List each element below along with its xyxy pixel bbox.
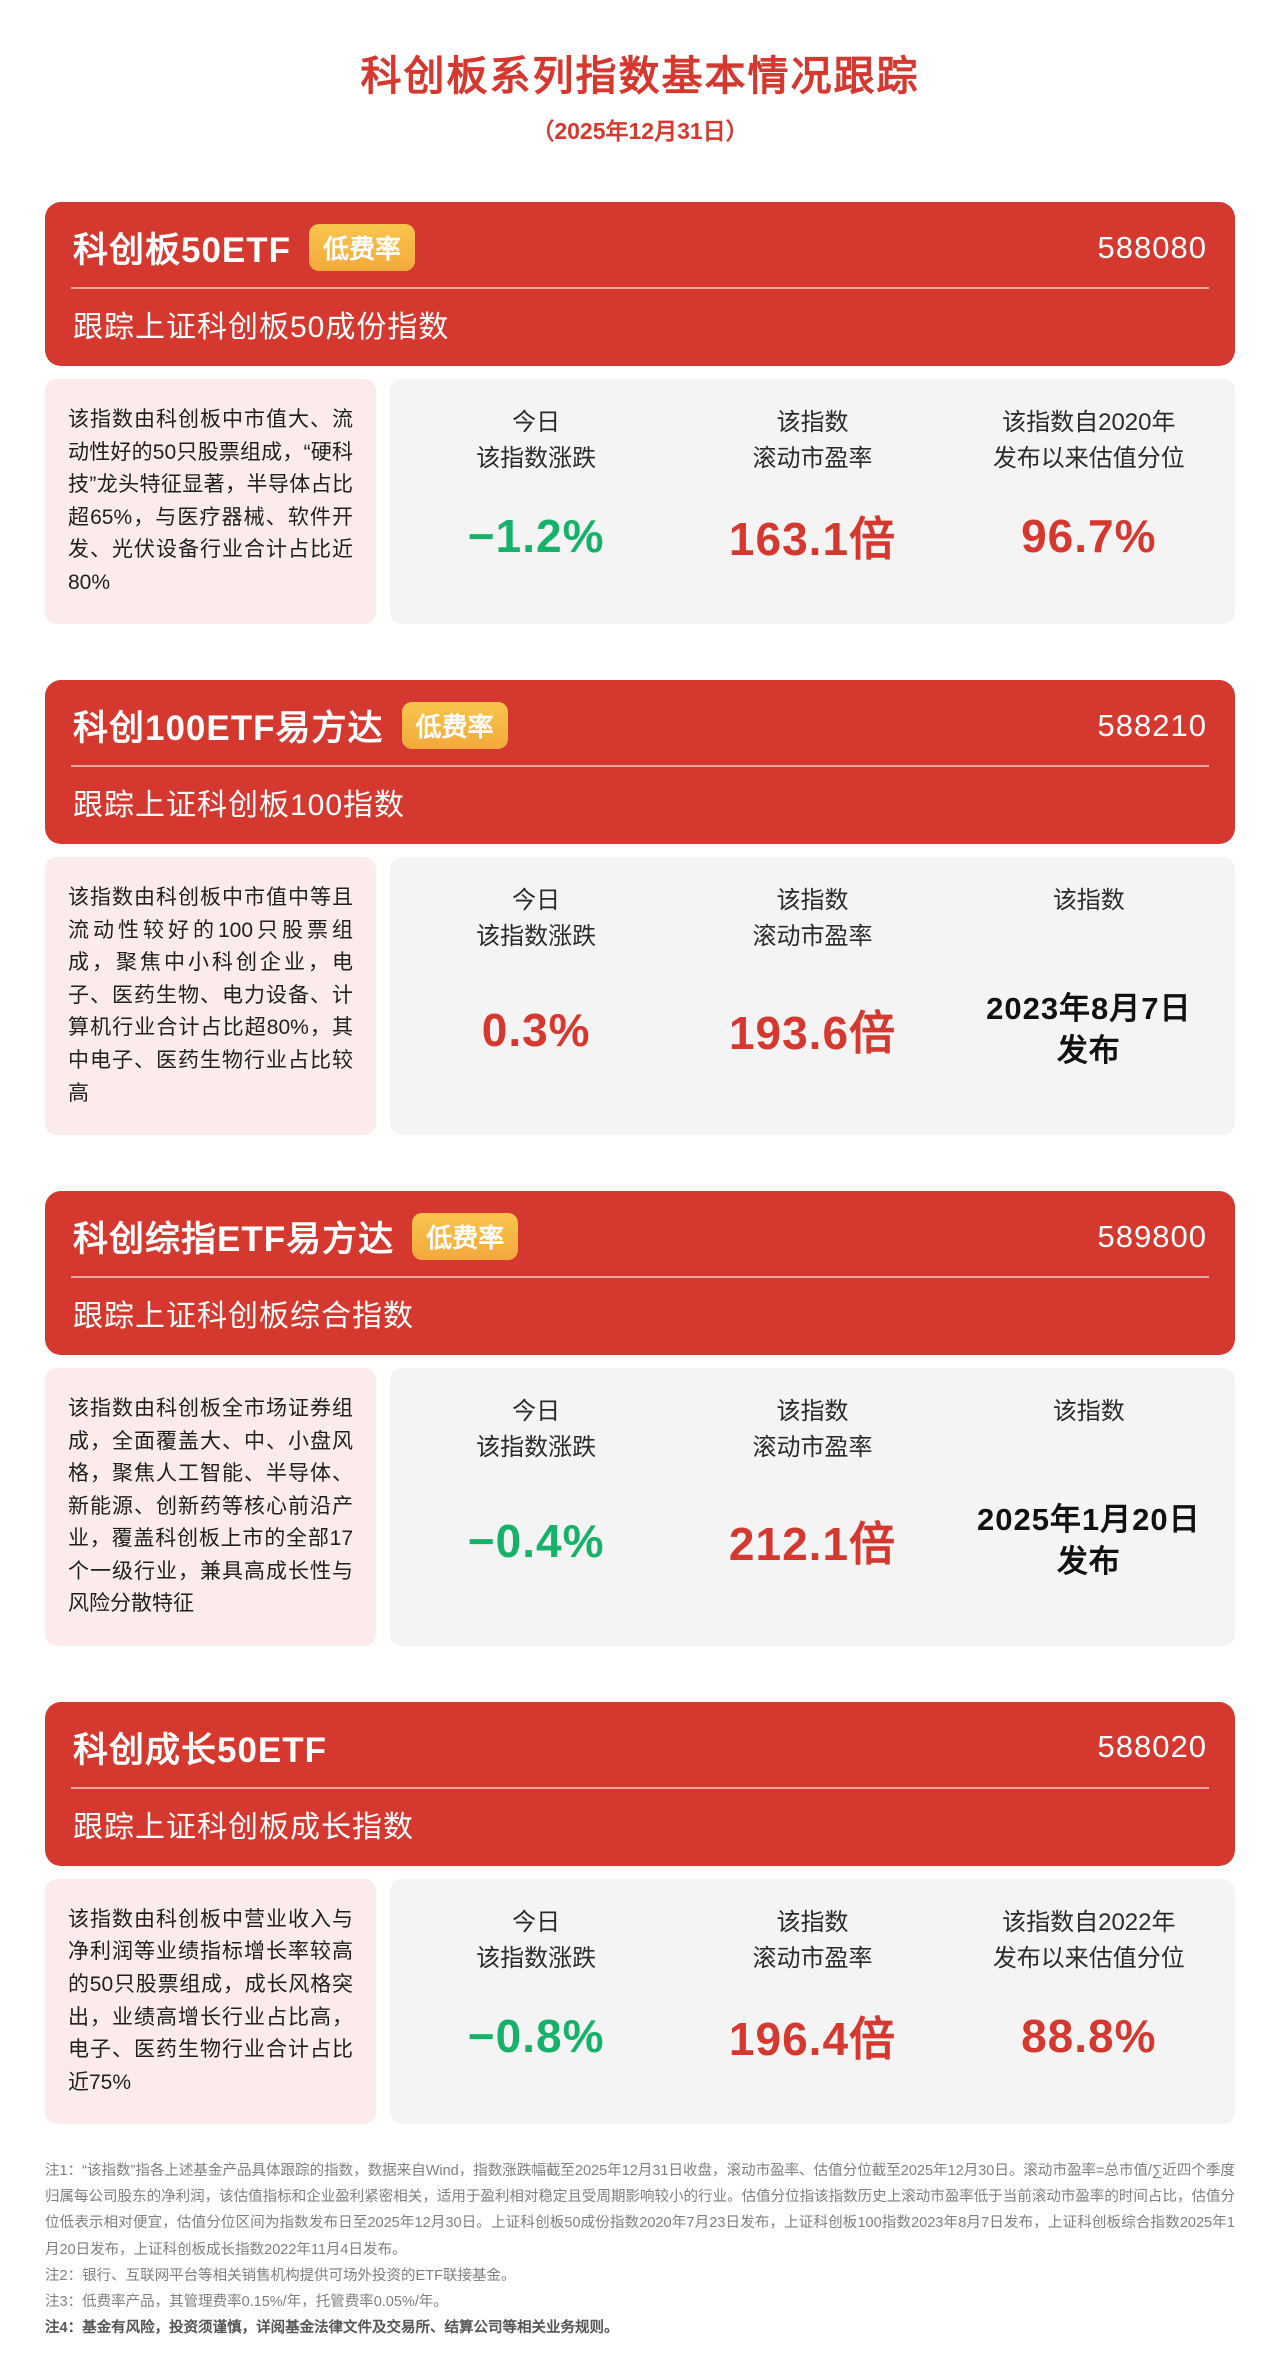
title-block: 科创板系列指数基本情况跟踪 （2025年12月31日） bbox=[45, 42, 1235, 146]
stat-label: 该指数 滚动市盈率 bbox=[752, 409, 873, 472]
tracked-index: 跟踪上证科创板50成份指数 bbox=[73, 311, 450, 344]
index-description: 该指数由科创板中市值中等且流动性较好的100只股票组成，聚焦中小科创企业，电子、… bbox=[45, 857, 376, 1136]
stat-daily-change: 今日 该指数涨跌 0.3% bbox=[398, 883, 674, 1105]
tracked-index: 跟踪上证科创板综合指数 bbox=[73, 1300, 414, 1334]
etf-card-589800: 科创综指ETF易方达 低费率 589800 跟踪上证科创板综合指数 该指数由科创… bbox=[45, 1191, 1235, 1646]
stat-pe-ratio: 该指数 滚动市盈率 212.1倍 bbox=[674, 1394, 950, 1616]
page-title: 科创板系列指数基本情况跟踪 bbox=[360, 53, 920, 99]
card-header-top: 科创100ETF易方达 低费率 588210 bbox=[45, 680, 1235, 765]
stat-label: 该指数 滚动市盈率 bbox=[752, 1398, 873, 1462]
stat-value: 163.1倍 bbox=[728, 512, 897, 565]
stats-panel: 今日 该指数涨跌 −0.8% 该指数 滚动市盈率 196.4倍 该指数自2022… bbox=[390, 1878, 1235, 2125]
stat-value: 212.1倍 bbox=[728, 1518, 897, 1571]
card-header-top: 科创综指ETF易方达 低费率 589800 bbox=[45, 1191, 1235, 1276]
card-content: 该指数由科创板中营业收入与净利润等业绩指标增长率较高的50只股票组成，成长风格突… bbox=[45, 1878, 1235, 2125]
etf-name: 科创成长50ETF bbox=[73, 1730, 328, 1770]
etf-card-588210: 科创100ETF易方达 低费率 588210 跟踪上证科创板100指数 该指数由… bbox=[45, 680, 1235, 1136]
header-divider bbox=[71, 1786, 1209, 1789]
etf-code: 588080 bbox=[1097, 229, 1207, 265]
card-header-top: 科创成长50ETF 588020 bbox=[45, 1702, 1235, 1787]
stat-launch-date: 该指数 2025年1月20日 发布 bbox=[951, 1394, 1227, 1616]
card-content: 该指数由科创板中市值大、流动性好的50只股票组成，“硬科技”龙头特征显著，半导体… bbox=[45, 379, 1235, 625]
stat-value: 0.3% bbox=[481, 1004, 591, 1057]
stat-value: −0.4% bbox=[467, 1515, 605, 1568]
footnote-1: 注1：“该指数”指各上述基金产品具体跟踪的指数，数据来自Wind，指数涨跌幅截至… bbox=[45, 2163, 1235, 2258]
card-header-top: 科创板50ETF 低费率 588080 bbox=[45, 202, 1235, 287]
stat-valuation-percentile: 该指数自2022年 发布以来估值分位 88.8% bbox=[951, 1905, 1227, 2094]
index-description: 该指数由科创板中营业收入与净利润等业绩指标增长率较高的50只股票组成，成长风格突… bbox=[45, 1878, 376, 2125]
stat-label: 今日 该指数涨跌 bbox=[476, 409, 597, 472]
stat-value: 193.6倍 bbox=[728, 1007, 897, 1060]
stat-label: 今日 该指数涨跌 bbox=[476, 1398, 597, 1462]
stat-label: 该指数 bbox=[1052, 1398, 1125, 1426]
stats-panel: 今日 该指数涨跌 −1.2% 该指数 滚动市盈率 163.1倍 该指数自2020… bbox=[390, 379, 1235, 625]
stat-label: 该指数自2022年 发布以来估值分位 bbox=[992, 1908, 1185, 1972]
footnote-3: 注3：低费率产品，其管理费率0.15%/年，托管费率0.05%/年。 bbox=[45, 2293, 448, 2310]
index-description: 该指数由科创板中市值大、流动性好的50只股票组成，“硬科技”龙头特征显著，半导体… bbox=[45, 379, 376, 625]
tracked-index: 跟踪上证科创板100指数 bbox=[73, 789, 406, 823]
header-divider bbox=[71, 287, 1209, 289]
etf-code: 589800 bbox=[1097, 1218, 1207, 1254]
low-fee-badge: 低费率 bbox=[401, 702, 508, 750]
stats-panel: 今日 该指数涨跌 −0.4% 该指数 滚动市盈率 212.1倍 该指数 2025… bbox=[390, 1368, 1235, 1646]
etf-name: 科创100ETF易方达 bbox=[73, 709, 384, 749]
footnotes: 注1：“该指数”指各上述基金产品具体跟踪的指数，数据来自Wind，指数涨跌幅截至… bbox=[45, 2158, 1235, 2341]
stat-valuation-percentile: 该指数自2020年 发布以来估值分位 96.7% bbox=[951, 405, 1227, 594]
stats-panel: 今日 该指数涨跌 0.3% 该指数 滚动市盈率 193.6倍 该指数 2023年… bbox=[390, 857, 1235, 1136]
etf-card-588080: 科创板50ETF 低费率 588080 跟踪上证科创板50成份指数 该指数由科创… bbox=[45, 202, 1235, 625]
stat-value: −0.8% bbox=[467, 2009, 605, 2062]
stat-value: 96.7% bbox=[1021, 509, 1157, 562]
stat-label: 该指数 滚动市盈率 bbox=[752, 1908, 873, 1972]
stat-daily-change: 今日 该指数涨跌 −0.8% bbox=[398, 1905, 674, 2094]
etf-code: 588210 bbox=[1097, 707, 1207, 743]
card-header: 科创100ETF易方达 低费率 588210 跟踪上证科创板100指数 bbox=[45, 680, 1235, 845]
tracked-index: 跟踪上证科创板成长指数 bbox=[73, 1810, 414, 1844]
footnote-4: 注4：基金有风险，投资须谨慎，详阅基金法律文件及交易所、结算公司等相关业务规则。 bbox=[45, 2319, 619, 2336]
low-fee-badge: 低费率 bbox=[412, 1213, 519, 1261]
low-fee-badge: 低费率 bbox=[309, 224, 416, 271]
stat-label: 该指数 滚动市盈率 bbox=[752, 887, 873, 951]
stat-value: 88.8% bbox=[1021, 2009, 1157, 2062]
stat-pe-ratio: 该指数 滚动市盈率 196.4倍 bbox=[674, 1905, 950, 2094]
etf-name: 科创板50ETF bbox=[73, 231, 292, 270]
stat-pe-ratio: 该指数 滚动市盈率 193.6倍 bbox=[674, 883, 950, 1105]
stat-label: 今日 该指数涨跌 bbox=[476, 887, 597, 951]
stat-value: 2025年1月20日 发布 bbox=[976, 1502, 1201, 1580]
stat-launch-date: 该指数 2023年8月7日 发布 bbox=[951, 883, 1227, 1105]
stat-value: 2023年8月7日 发布 bbox=[986, 991, 1192, 1069]
stat-daily-change: 今日 该指数涨跌 −0.4% bbox=[398, 1394, 674, 1616]
stat-label: 今日 该指数涨跌 bbox=[476, 1908, 597, 1972]
footnote-2: 注2：银行、互联网平台等相关销售机构提供可场外投资的ETF联接基金。 bbox=[45, 2267, 516, 2284]
stat-label: 该指数 bbox=[1052, 887, 1125, 915]
etf-code: 588020 bbox=[1097, 1729, 1207, 1765]
etf-card-588020: 科创成长50ETF 588020 跟踪上证科创板成长指数 该指数由科创板中营业收… bbox=[45, 1701, 1235, 2125]
header-divider bbox=[71, 765, 1209, 768]
stat-label: 该指数自2020年 发布以来估值分位 bbox=[992, 409, 1185, 472]
header-divider bbox=[71, 1276, 1209, 1279]
card-content: 该指数由科创板全市场证券组成，全面覆盖大、中、小盘风格，聚焦人工智能、半导体、新… bbox=[45, 1368, 1235, 1646]
card-header: 科创板50ETF 低费率 588080 跟踪上证科创板50成份指数 bbox=[45, 202, 1235, 366]
card-header: 科创成长50ETF 588020 跟踪上证科创板成长指数 bbox=[45, 1701, 1235, 1866]
stat-daily-change: 今日 该指数涨跌 −1.2% bbox=[398, 405, 674, 594]
stat-pe-ratio: 该指数 滚动市盈率 163.1倍 bbox=[674, 405, 950, 594]
page-date: （2025年12月31日） bbox=[531, 118, 749, 144]
card-header: 科创综指ETF易方达 低费率 589800 跟踪上证科创板综合指数 bbox=[45, 1191, 1235, 1356]
index-description: 该指数由科创板全市场证券组成，全面覆盖大、中、小盘风格，聚焦人工智能、半导体、新… bbox=[45, 1368, 376, 1646]
card-content: 该指数由科创板中市值中等且流动性较好的100只股票组成，聚焦中小科创企业，电子、… bbox=[45, 857, 1235, 1136]
stat-value: −1.2% bbox=[467, 509, 605, 562]
etf-name: 科创综指ETF易方达 bbox=[73, 1220, 395, 1260]
stat-value: 196.4倍 bbox=[728, 2012, 897, 2065]
